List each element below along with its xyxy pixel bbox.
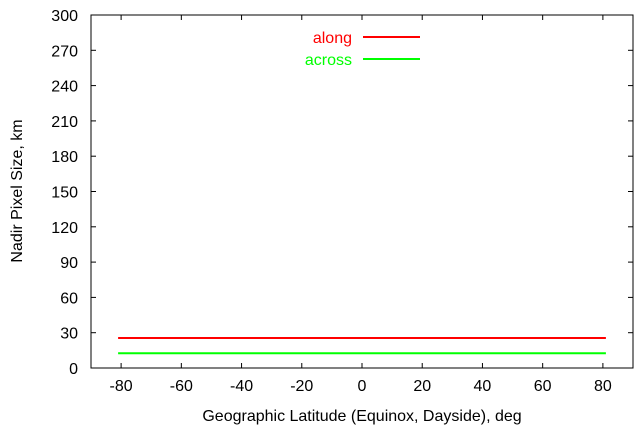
legend: along across — [305, 30, 420, 69]
y-tick-label: 240 — [51, 79, 78, 96]
plot-frame — [90, 14, 634, 369]
x-tick-label: 0 — [358, 378, 367, 395]
series-lines — [118, 336, 606, 355]
legend-label-across: across — [305, 52, 352, 69]
x-tick-label: -20 — [290, 378, 313, 395]
y-tick-label: 210 — [51, 114, 78, 131]
y-tick-label: 180 — [51, 149, 78, 166]
x-tick-label: -60 — [170, 378, 193, 395]
x-tick-label: -40 — [230, 378, 253, 395]
y-tick-label: 0 — [69, 361, 78, 378]
x-tick-label: 80 — [594, 378, 612, 395]
y-axis-title: Nadir Pixel Size, km — [9, 119, 26, 262]
y-tick-label: 150 — [51, 185, 78, 202]
y-tick-label: 120 — [51, 220, 78, 237]
x-tick-label: 40 — [474, 378, 492, 395]
x-axis-ticks: -80 -60 -40 -20 0 20 40 60 80 — [110, 15, 612, 395]
y-axis-ticks: 0 30 60 90 120 150 180 210 240 270 300 — [51, 8, 633, 378]
y-tick-label: 60 — [60, 290, 78, 307]
y-tick-label: 30 — [60, 326, 78, 343]
y-tick-label: 300 — [51, 8, 78, 25]
legend-label-along: along — [313, 30, 352, 47]
x-tick-label: 20 — [413, 378, 431, 395]
y-tick-label: 270 — [51, 43, 78, 60]
x-tick-label: -80 — [110, 378, 133, 395]
x-tick-label: 60 — [534, 378, 552, 395]
x-axis-title: Geographic Latitude (Equinox, Dayside), … — [202, 408, 521, 425]
y-tick-label: 90 — [60, 255, 78, 272]
